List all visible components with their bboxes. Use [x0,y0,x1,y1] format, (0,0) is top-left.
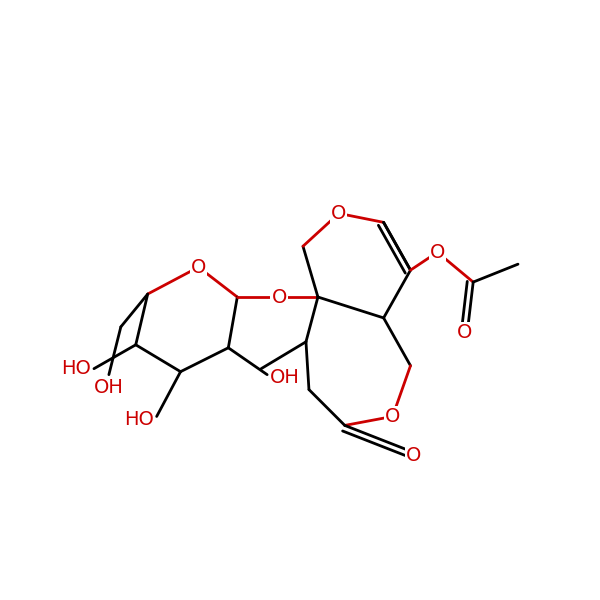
Text: HO: HO [124,410,154,429]
Text: O: O [406,446,421,465]
Text: O: O [191,257,206,277]
Text: OH: OH [94,378,124,397]
Text: HO: HO [61,359,91,378]
Text: O: O [331,204,347,223]
Text: OH: OH [270,368,300,387]
Text: O: O [385,407,400,426]
Text: O: O [430,243,445,262]
Text: O: O [271,287,287,307]
Text: O: O [457,323,472,343]
